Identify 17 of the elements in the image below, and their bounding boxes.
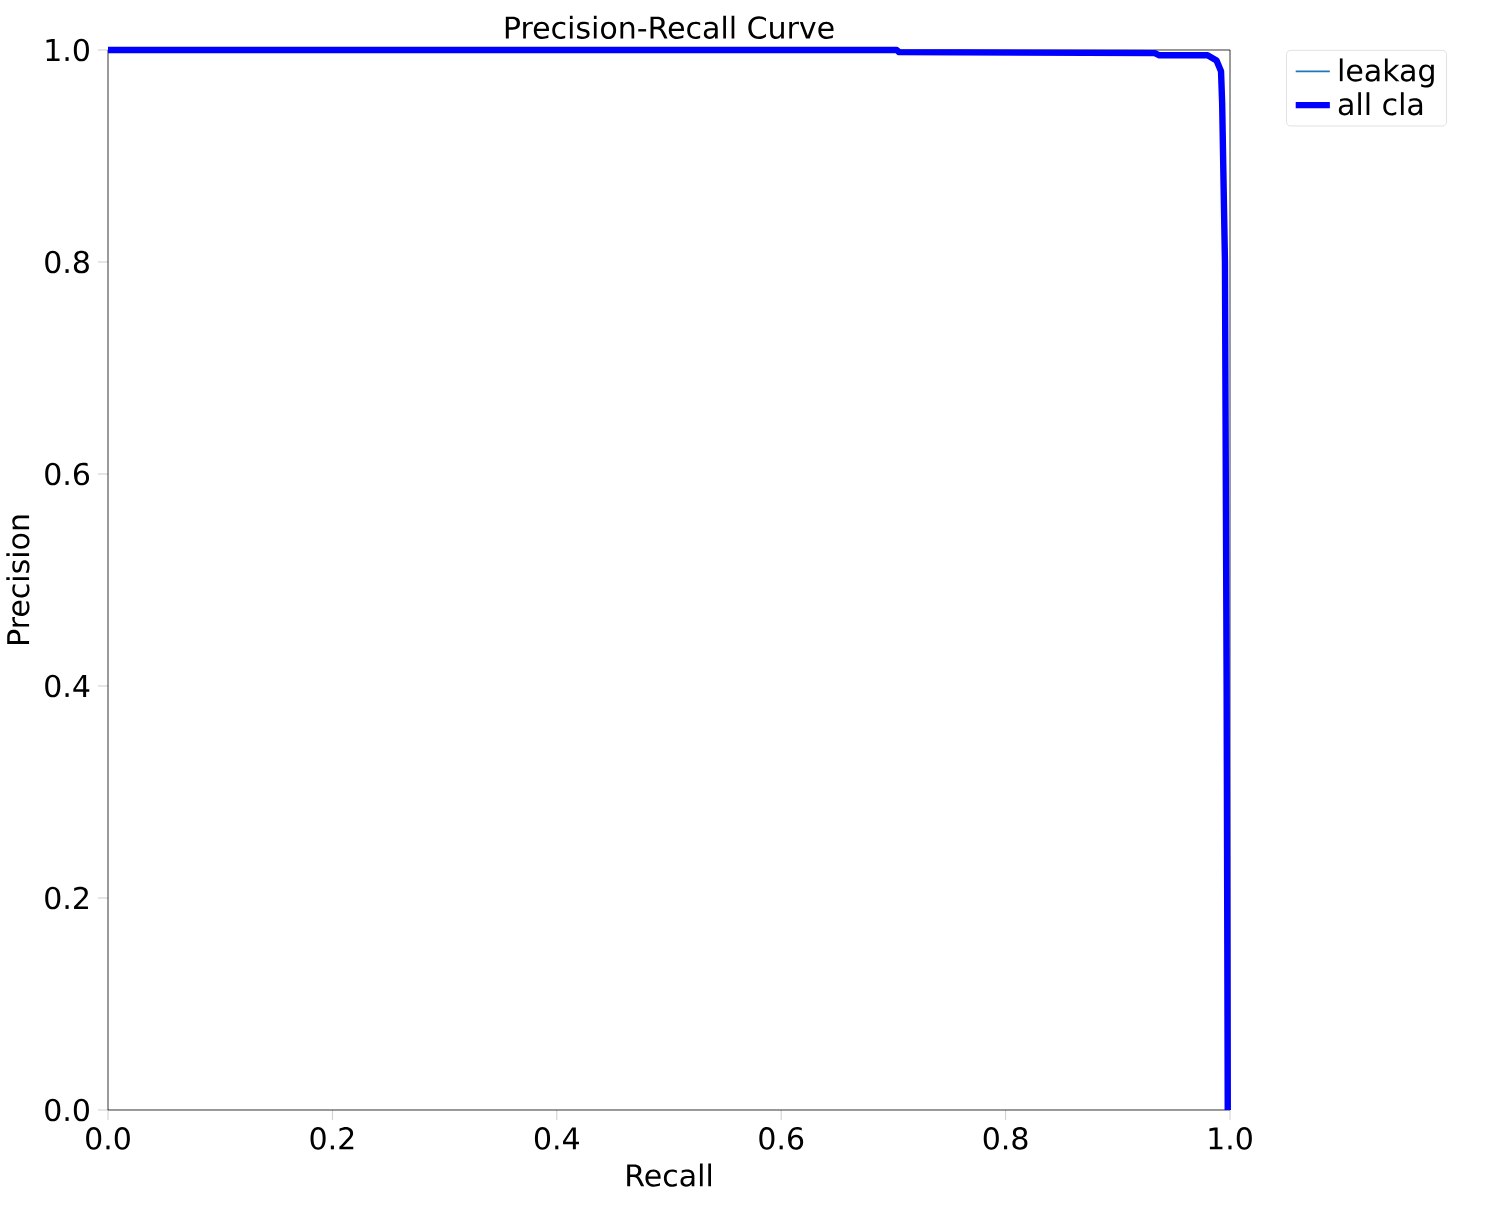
- y-tick-label: 0.0: [45, 1098, 89, 1122]
- chart-title: Precision-Recall Curve: [505, 15, 834, 39]
- y-tick-label: 0.6: [45, 462, 90, 486]
- legend-label: leakag: [1339, 58, 1434, 88]
- x-tick-label: 0.0: [86, 1127, 130, 1150]
- y-tick-label: 1.0: [46, 38, 89, 62]
- x-tick-label: 0.4: [534, 1127, 579, 1150]
- y-tick-label: 0.2: [45, 886, 88, 910]
- x-tick-label: 0.8: [983, 1127, 1028, 1150]
- legend-label: all cla: [1338, 92, 1423, 116]
- x-tick-label: 0.2: [310, 1127, 354, 1150]
- x-axis-title: Recall: [627, 1163, 711, 1187]
- y-tick-label: 0.8: [45, 250, 89, 274]
- y-axis-title: Precision: [6, 515, 30, 644]
- x-tick-label: 0.6: [759, 1127, 804, 1150]
- y-tick-label: 0.4: [45, 674, 90, 698]
- x-tick-label: 1.0: [1209, 1127, 1252, 1150]
